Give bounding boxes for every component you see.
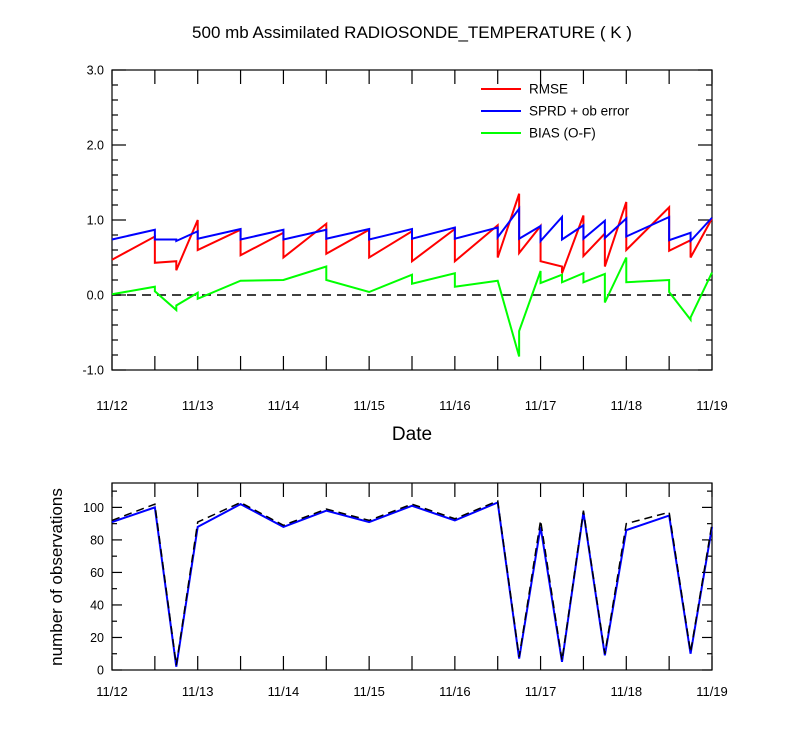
x-tick-label: 11/16: [439, 684, 471, 699]
y-tick-label: 1.0: [87, 214, 104, 228]
x-tick-label: 11/13: [182, 398, 214, 413]
y-axis-label-observations: number of observations: [47, 488, 66, 666]
x-tick-label: 11/15: [353, 684, 385, 699]
plot-frame: [111, 482, 713, 671]
bottom-plot-area: 11/12 11/13 11/14 11/15 11/16 11/17 11/18 11/19…: [83, 482, 728, 699]
y-tick-label: 20: [90, 631, 104, 645]
series-line-assimilated: [111, 501, 713, 667]
y-tick-label: 3.0: [87, 64, 104, 78]
x-tick-label: 11/12: [96, 398, 128, 413]
y-tick-label: 2.0: [87, 139, 104, 153]
x-tick-label: 11/17: [525, 398, 557, 413]
series-line-rmse: [111, 193, 713, 274]
y-tick-label: 60: [90, 566, 104, 580]
legend-label: SPRD + ob error: [529, 104, 630, 119]
x-tick-label: 11/19: [696, 684, 728, 699]
y-tick-label: 0.0: [87, 289, 104, 303]
y-tick-label: 100: [83, 501, 104, 515]
x-tick-label: 11/17: [525, 684, 557, 699]
x-tick-label: 11/13: [182, 684, 214, 699]
y-tick-label: -1.0: [82, 364, 104, 378]
x-axis-label: Date: [392, 424, 432, 445]
x-tick-label: 11/14: [268, 684, 300, 699]
y-tick-label: 0: [97, 664, 104, 678]
x-tick-label: 11/12: [96, 684, 128, 699]
y-tick-label: 80: [90, 533, 104, 547]
series-line-total: [111, 499, 713, 666]
series-line-bias-o-f-: [111, 257, 713, 357]
x-tick-label: 11/18: [610, 684, 642, 699]
legend-label: BIAS (O-F): [529, 126, 596, 141]
chart-title: 500 mb Assimilated RADIOSONDE_TEMPERATUR…: [192, 23, 632, 42]
top-plot-area: 11/12 11/13 11/14 11/15 11/16 11/17 11/18 11/19…: [82, 64, 727, 414]
series-line-sprd-ob-error: [111, 205, 713, 244]
x-tick-label: 11/15: [353, 398, 385, 413]
legend-label: RMSE: [529, 82, 568, 97]
x-tick-label: 11/14: [268, 398, 300, 413]
x-tick-label: 11/19: [696, 398, 728, 413]
x-tick-label: 11/16: [439, 398, 471, 413]
y-tick-label: 40: [90, 598, 104, 612]
x-tick-label: 11/18: [610, 398, 642, 413]
